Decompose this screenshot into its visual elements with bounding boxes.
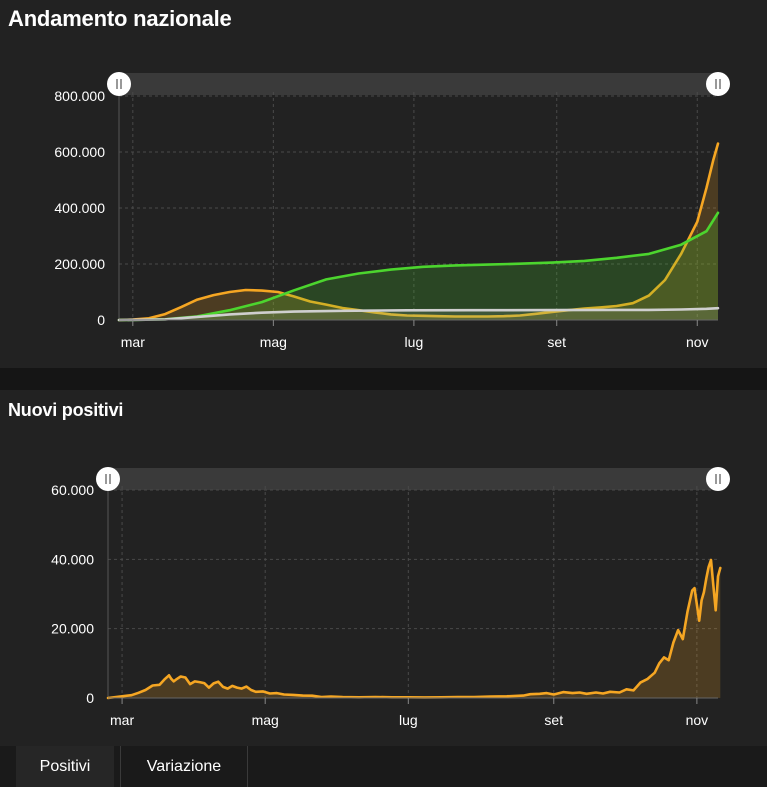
x-tick-label: mag	[252, 712, 279, 728]
y-tick-label: 60.000	[51, 482, 94, 498]
national-trend-title: Andamento nazionale	[8, 6, 232, 31]
new-positives-title: Nuovi positivi	[8, 400, 124, 420]
y-tick-label: 400.000	[54, 200, 105, 216]
range-handle-knob[interactable]	[706, 72, 730, 96]
y-tick-label: 800.000	[54, 88, 105, 104]
range-selector-bar[interactable]	[108, 468, 718, 490]
range-handle-knob[interactable]	[107, 72, 131, 96]
tab-variazione[interactable]: Variazione	[120, 746, 248, 787]
series-line-3	[117, 306, 720, 322]
x-tick-label: mar	[110, 712, 134, 728]
range-handle-knob[interactable]	[706, 467, 730, 491]
x-tick-label: lug	[399, 712, 418, 728]
x-tick-label: set	[547, 334, 566, 350]
panel-divider	[0, 368, 767, 390]
range-handle-left-icon[interactable]	[96, 467, 120, 491]
series-area-2	[119, 212, 718, 320]
y-tick-label: 0	[86, 690, 94, 706]
new-positives-chart: 0 20.000 40.000 60.000 mar mag lug set nov	[51, 467, 730, 728]
y-tick-label: 0	[97, 312, 105, 328]
y-tick-label: 200.000	[54, 256, 105, 272]
tab-positivi[interactable]: Positivi	[16, 746, 114, 787]
national-trend-chart: 0 200.000 400.000 600.000 800.000 mar mag lug se…	[54, 72, 730, 350]
series-area-1	[119, 143, 718, 320]
national-trend-panel: Andamento nazionale 0 200.000 400.000 600.0…	[0, 0, 767, 368]
y-tick-label: 20.000	[51, 621, 94, 637]
x-tick-label: lug	[405, 334, 424, 350]
series-line-2	[117, 211, 720, 322]
x-tick-label: set	[544, 712, 563, 728]
x-tick-label: nov	[686, 712, 709, 728]
y-tick-label: 600.000	[54, 144, 105, 160]
y-tick-label: 40.000	[51, 551, 94, 567]
series-area-1	[108, 560, 721, 698]
range-selector-bar[interactable]	[119, 73, 718, 95]
chart-tabs: Positivi Variazione	[0, 746, 767, 787]
range-handle-knob[interactable]	[96, 467, 120, 491]
series-line-1	[106, 558, 722, 700]
range-handle-right-icon[interactable]	[706, 467, 730, 491]
range-handle-left-icon[interactable]	[107, 72, 131, 96]
x-tick-label: mag	[260, 334, 287, 350]
range-handle-right-icon[interactable]	[706, 72, 730, 96]
series-line-1	[117, 142, 720, 322]
x-tick-label: nov	[686, 334, 709, 350]
new-positives-panel: Nuovi positivi 0 20.000 40.000 60.000 mar mag…	[0, 390, 767, 746]
x-tick-label: mar	[121, 334, 145, 350]
